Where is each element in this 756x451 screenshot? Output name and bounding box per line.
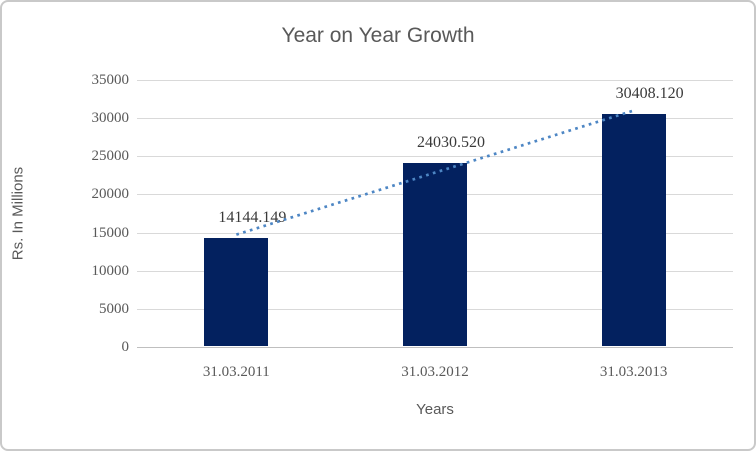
y-tick-label: 20000 (91, 186, 130, 203)
y-tick-label: 0 (121, 339, 130, 355)
data-label: 24030.520 (417, 133, 485, 151)
data-label: 14144.149 (218, 209, 287, 227)
x-tick-label: 31.03.2012 (401, 364, 469, 380)
y-tick-label: 10000 (91, 262, 130, 279)
x-axis-line (137, 347, 733, 348)
y-axis-title: Rs. In Millions (9, 166, 27, 261)
y-tick-label: 30000 (91, 110, 130, 127)
data-label: 30408.120 (615, 85, 684, 103)
bar-31.03.2011 (204, 238, 269, 346)
plot-area: 0 5000 10000 15000 20000 25000 30000 35000 14144… (92, 72, 733, 380)
x-axis-title: Years (416, 401, 454, 418)
gridline (137, 80, 733, 81)
x-tick-label: 31.03.2013 (599, 364, 668, 380)
bar-31.03.2012 (403, 162, 467, 346)
y-tick-label: 35000 (91, 72, 130, 88)
x-tick-label: 31.03.2011 (202, 364, 270, 380)
chart-title: Year on Year Growth (281, 24, 475, 47)
y-tick-label: 25000 (91, 148, 130, 165)
y-tick-label: 5000 (99, 300, 129, 317)
y-tick-label: 15000 (91, 224, 130, 241)
bar-31.03.2013 (601, 114, 666, 346)
